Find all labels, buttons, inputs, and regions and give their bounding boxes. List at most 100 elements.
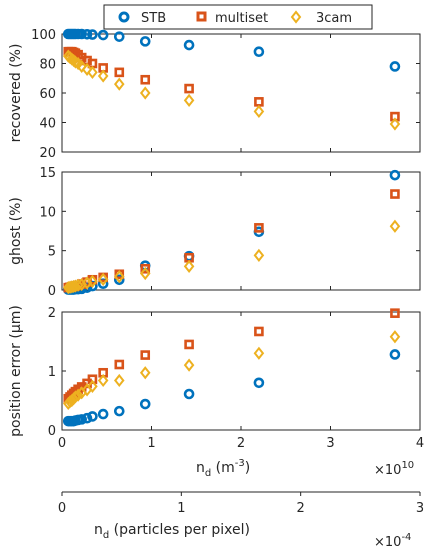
points-ghost bbox=[62, 169, 401, 295]
legend-entry-multiset: multiset bbox=[196, 11, 268, 26]
panel-position-error: 0 1 2 position error (µm) bbox=[8, 305, 421, 439]
point-3cam bbox=[70, 390, 81, 404]
point-3cam bbox=[139, 366, 151, 380]
x-tick-label: 2 bbox=[237, 436, 245, 451]
point-stb bbox=[76, 414, 87, 425]
x-axis-label: nd (m-3) bbox=[196, 458, 250, 479]
panel-ghost: 0 5 10 15 ghost (%) bbox=[8, 166, 421, 299]
y-tick-label: 10 bbox=[39, 205, 56, 220]
point-stb bbox=[113, 274, 125, 286]
y-tick-label: 0 bbox=[48, 284, 56, 299]
secondary-x-tick-label: 2 bbox=[297, 501, 305, 516]
point-3cam bbox=[87, 274, 98, 288]
point-stb bbox=[139, 398, 151, 410]
x-tick-label: 1 bbox=[147, 436, 155, 451]
point-3cam bbox=[97, 373, 109, 388]
secondary-x-axis-exponent: ×10-4 bbox=[374, 532, 411, 550]
point-stb bbox=[253, 46, 265, 58]
point-stb bbox=[253, 377, 265, 389]
plot-area-position-error bbox=[61, 311, 421, 431]
point-stb bbox=[97, 29, 109, 41]
point-multiset bbox=[140, 74, 151, 85]
point-3cam bbox=[253, 248, 265, 262]
secondary-x-axis-label-sub: d bbox=[103, 530, 109, 541]
point-3cam bbox=[139, 86, 151, 100]
x-tick-label: 0 bbox=[58, 436, 66, 451]
x-axis-label-close: ) bbox=[245, 460, 250, 476]
secondary-x-axis-exponent-base: ×10 bbox=[374, 535, 401, 550]
secondary-x-tick-label: 0 bbox=[58, 501, 66, 516]
point-3cam bbox=[253, 346, 265, 360]
point-3cam bbox=[183, 93, 195, 107]
y-ticks-ghost: 0 5 10 15 bbox=[39, 166, 420, 299]
point-multiset bbox=[140, 350, 151, 360]
point-3cam bbox=[389, 330, 401, 344]
point-3cam bbox=[70, 55, 81, 69]
point-stb bbox=[113, 31, 125, 42]
point-3cam bbox=[139, 266, 151, 281]
point-3cam bbox=[87, 65, 98, 79]
point-multiset bbox=[114, 67, 125, 78]
point-multiset bbox=[254, 326, 264, 337]
x-axis-label-sup: -3 bbox=[235, 458, 245, 469]
points-recovered bbox=[62, 28, 401, 131]
y-tick-label: 80 bbox=[39, 58, 56, 73]
x-ticks-position-error bbox=[61, 312, 421, 430]
point-3cam bbox=[72, 388, 84, 402]
x-axis-label-rest: (m bbox=[211, 460, 235, 476]
secondary-x-tick-label: 1 bbox=[177, 501, 185, 516]
point-3cam bbox=[87, 379, 98, 393]
point-multiset bbox=[390, 308, 400, 318]
y-tick-label: 15 bbox=[39, 166, 56, 181]
point-multiset bbox=[114, 359, 125, 370]
y-axis-label-recovered: recovered (%) bbox=[8, 44, 24, 143]
point-multiset bbox=[254, 223, 264, 233]
point-3cam bbox=[113, 373, 125, 388]
point-3cam bbox=[183, 358, 195, 372]
legend-label-stb: STB bbox=[141, 11, 166, 26]
point-3cam bbox=[113, 270, 125, 284]
y-tick-label: 0 bbox=[48, 424, 56, 439]
point-stb bbox=[183, 39, 195, 51]
point-stb bbox=[87, 411, 98, 422]
x-ticks-ghost bbox=[61, 172, 421, 290]
x-tick-labels: 0 1 2 3 4 bbox=[58, 436, 424, 451]
secondary-x-axis-label: nd (particles per pixel) bbox=[94, 522, 250, 541]
point-3cam bbox=[97, 69, 109, 83]
x-ticks-recovered bbox=[61, 34, 421, 152]
y-tick-label: 2 bbox=[48, 306, 56, 321]
y-axis-label-ghost: ghost (%) bbox=[8, 197, 24, 265]
legend: STB multiset 3cam bbox=[103, 4, 373, 30]
point-multiset bbox=[390, 189, 400, 199]
y-tick-label: 20 bbox=[39, 146, 56, 161]
points-position-error bbox=[62, 308, 401, 427]
y-tick-label: 40 bbox=[39, 117, 56, 132]
secondary-x-axis: 0 1 2 3 nd (particles per pixel) ×10-4 bbox=[58, 491, 424, 550]
point-stb bbox=[81, 412, 93, 424]
secondary-x-ticks: 0 1 2 3 bbox=[58, 492, 424, 516]
panel-recovered: 20 40 60 80 100 recovered (%) bbox=[8, 28, 421, 161]
point-multiset bbox=[184, 83, 194, 94]
point-3cam bbox=[81, 62, 93, 77]
point-3cam bbox=[97, 272, 109, 286]
point-stb bbox=[76, 28, 87, 40]
legend-entry-stb: STB bbox=[118, 11, 166, 26]
y-tick-label: 60 bbox=[39, 87, 56, 102]
point-3cam bbox=[389, 219, 401, 233]
secondary-x-axis-exponent-power: -4 bbox=[401, 532, 411, 543]
point-3cam bbox=[113, 77, 125, 91]
x-tick-label: 4 bbox=[416, 436, 424, 451]
secondary-x-axis-label-rest: (particles per pixel) bbox=[109, 522, 250, 538]
point-stb bbox=[139, 36, 151, 47]
point-stb bbox=[389, 349, 401, 360]
point-stb bbox=[113, 405, 125, 417]
y-ticks-position-error: 0 1 2 bbox=[48, 306, 420, 439]
point-stb bbox=[81, 28, 93, 40]
y-tick-label: 1 bbox=[48, 365, 56, 380]
point-3cam bbox=[183, 259, 195, 274]
point-stb bbox=[183, 388, 195, 400]
y-ticks-recovered: 20 40 60 80 100 bbox=[31, 28, 420, 161]
point-stb bbox=[389, 169, 401, 181]
secondary-x-tick-label: 3 bbox=[416, 501, 424, 516]
